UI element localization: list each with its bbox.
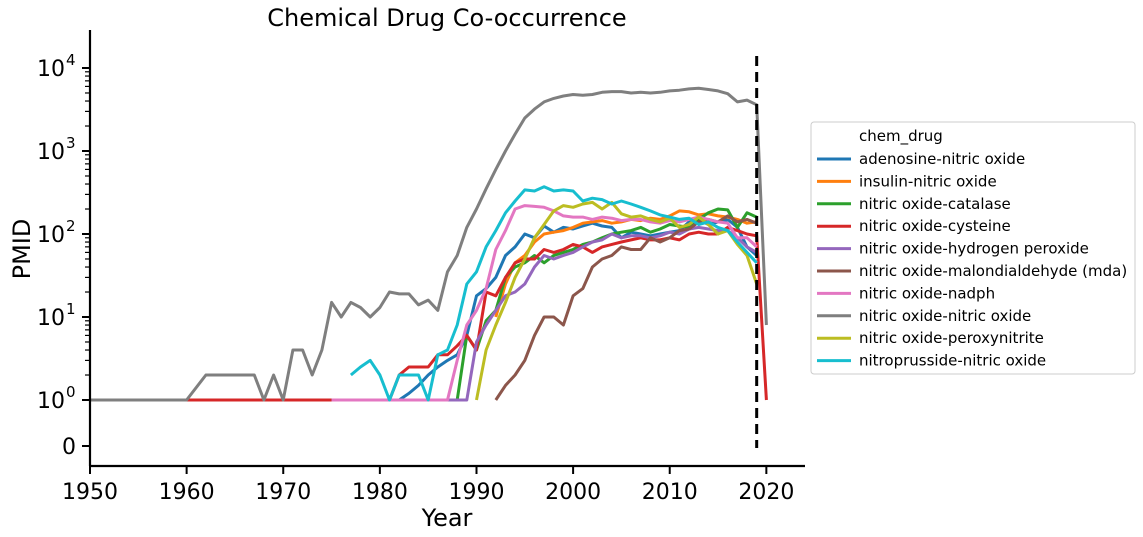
chart-title: Chemical Drug Co-occurrence (267, 4, 626, 32)
x-tick-label: 1980 (352, 480, 408, 505)
x-tick-label: 1960 (159, 480, 215, 505)
legend-label: nitric oxide-peroxynitrite (859, 329, 1044, 347)
legend: chem_drug adenosine-nitric oxide insulin-… (810, 121, 1136, 375)
series-line-3 (90, 225, 768, 402)
legend-label: nitric oxide-cysteine (859, 217, 1011, 235)
y-tick-label: 0 (62, 435, 76, 460)
legend-label: nitric oxide-malondialdehyde (mda) (859, 262, 1127, 280)
legend-frame (810, 121, 1136, 375)
x-tick-label: 1990 (448, 480, 504, 505)
legend-label: nitric oxide-nitric oxide (859, 307, 1031, 325)
legend-items: adenosine-nitric oxide insulin-nitric oxi… (817, 150, 1127, 370)
y-tick-label: 10 (37, 306, 65, 331)
legend-label: insulin-nitric oxide (859, 172, 997, 190)
y-axis-title: PMID (8, 219, 36, 280)
x-ticks: 1950 1960 1970 1980 1990 2000 2010 2020 (62, 466, 794, 505)
legend-title: chem_drug (859, 127, 943, 146)
plot-lines (90, 86, 768, 402)
y-tick-exponent: 3 (66, 134, 76, 152)
x-tick-label: 2000 (545, 480, 601, 505)
x-tick-label: 1950 (62, 480, 118, 505)
legend-label: adenosine-nitric oxide (859, 150, 1025, 168)
legend-label: nitric oxide-catalase (859, 195, 1011, 213)
series-line-9 (349, 185, 758, 402)
x-axis-title: Year (421, 504, 473, 532)
y-tick-label: 10 (37, 389, 65, 414)
y-tick-exponent: 1 (66, 300, 76, 318)
legend-label: nitric oxide-hydrogen peroxide (859, 240, 1089, 258)
y-tick-exponent: 2 (66, 217, 76, 235)
x-tick-label: 1970 (255, 480, 311, 505)
series-line-4 (331, 225, 758, 402)
legend-label: nitroprusside-nitric oxide (859, 352, 1046, 370)
legend-label: nitric oxide-nadph (859, 284, 995, 302)
y-tick-label: 10 (37, 140, 65, 165)
x-tick-label: 2010 (642, 480, 698, 505)
axes (88, 30, 805, 468)
series-line-8 (475, 200, 759, 401)
y-tick-exponent: 4 (66, 51, 76, 69)
x-tick-label: 2020 (738, 480, 794, 505)
y-tick-label: 10 (37, 223, 65, 248)
y-tick-exponent: 0 (66, 383, 76, 401)
series-line-7 (90, 86, 768, 402)
y-tick-label: 10 (37, 57, 65, 82)
